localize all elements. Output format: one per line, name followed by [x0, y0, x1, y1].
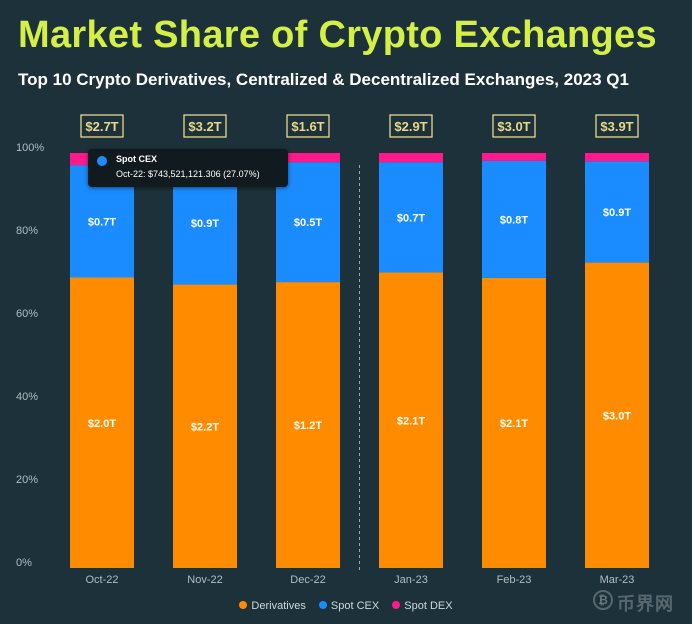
bar-segment-derivatives — [173, 284, 237, 568]
chart-title: Market Share of Crypto Exchanges — [18, 14, 657, 56]
x-tick-label: Dec-22 — [290, 574, 325, 586]
data-label-spot-cex: $0.5T — [294, 217, 322, 229]
bitcoin-logo-icon: ₿ — [593, 590, 613, 610]
legend-marker-spot-dex — [392, 601, 401, 609]
bar-segment-derivatives — [482, 277, 546, 568]
bar-segment-spot-cex — [482, 160, 546, 278]
legend-item-spot-dex[interactable]: Spot DEX — [392, 600, 453, 612]
bar-segment-derivatives — [585, 262, 649, 568]
total-label: $3.9T — [600, 119, 633, 134]
watermark-text: 币界网 — [617, 594, 674, 614]
x-tick-label: Mar-23 — [600, 574, 635, 586]
bar-segment-derivatives — [70, 277, 134, 568]
total-label-box — [286, 114, 330, 138]
x-tick-label: Feb-23 — [497, 574, 532, 586]
bar-segment-spot-dex — [585, 153, 649, 162]
bar-segment-spot-dex — [379, 153, 443, 163]
bar-segment-spot-cex — [379, 162, 443, 273]
chart-subtitle: Top 10 Crypto Derivatives, Centralized &… — [18, 70, 629, 89]
legend-label: Spot DEX — [404, 600, 453, 612]
legend-marker-derivatives — [239, 601, 248, 609]
data-label-derivatives: $2.1T — [397, 415, 425, 427]
bar-segment-derivatives — [379, 272, 443, 568]
legend-item-derivatives[interactable]: Derivatives — [239, 600, 306, 612]
tooltip-series-name: Spot CEX — [116, 154, 158, 164]
watermark: ₿ 币界网 — [593, 589, 685, 614]
x-tick-label: Jan-23 — [394, 574, 428, 586]
total-label: $1.6T — [291, 119, 324, 134]
data-label-spot-cex: $0.8T — [500, 214, 528, 226]
data-label-derivatives: $2.0T — [88, 418, 116, 430]
legend-marker-spot-cex — [318, 601, 327, 609]
total-label-box — [595, 114, 639, 138]
total-label-box — [492, 114, 536, 138]
data-label-derivatives: $3.0T — [603, 410, 631, 422]
y-tick-label: 0% — [16, 557, 32, 569]
legend-item-spot-cex[interactable]: Spot CEX — [318, 600, 380, 612]
data-label-spot-cex: $0.9T — [191, 218, 219, 230]
x-tick-label: Nov-22 — [187, 574, 222, 586]
bar-segment-derivatives — [276, 282, 340, 568]
bar-segment-spot-dex — [276, 153, 340, 163]
bar-segment-spot-dex — [482, 153, 546, 161]
total-label-box — [80, 114, 124, 138]
data-label-derivatives: $1.2T — [294, 420, 322, 432]
y-tick-label: 20% — [16, 474, 38, 486]
tooltip-value: Oct-22: $743,521,121.306 (27.07%) — [116, 169, 260, 179]
data-label-spot-cex: $0.7T — [397, 212, 425, 224]
bar-segment-spot-cex — [585, 161, 649, 263]
y-tick-label: 60% — [16, 308, 38, 320]
hover-tooltip: Spot CEX Oct-22: $743,521,121.306 (27.07… — [88, 149, 288, 187]
total-label: $3.0T — [497, 119, 530, 134]
legend-label: Spot CEX — [330, 600, 380, 612]
total-label: $2.9T — [394, 119, 427, 134]
total-label-box — [183, 114, 227, 138]
y-tick-label: 40% — [16, 391, 38, 403]
tooltip-series-marker — [97, 156, 107, 166]
data-label-derivatives: $2.2T — [191, 421, 219, 433]
data-label-spot-cex: $0.9T — [603, 207, 631, 219]
total-label: $3.2T — [188, 119, 221, 134]
stacked-bar-chart: 0% 20% 40% 60% 80% 100% $2.0T $0.7T $2.7T Oct-22 $… — [16, 114, 649, 586]
y-tick-label: 80% — [16, 225, 38, 237]
total-label-box — [389, 114, 433, 138]
total-label: $2.7T — [85, 119, 118, 134]
legend-label: Derivatives — [251, 600, 306, 612]
data-label-derivatives: $2.1T — [500, 418, 528, 430]
x-tick-label: Oct-22 — [85, 574, 118, 586]
y-tick-label: 100% — [16, 142, 44, 154]
chart-legend: Derivatives Spot CEX Spot DEX — [0, 600, 692, 612]
data-label-spot-cex: $0.7T — [88, 216, 116, 228]
